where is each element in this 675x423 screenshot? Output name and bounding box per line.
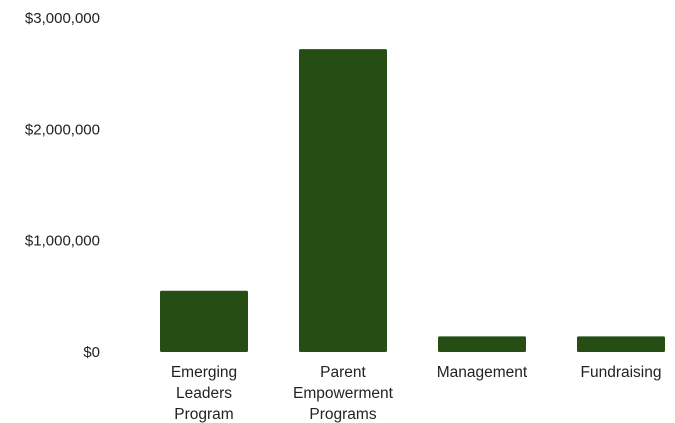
y-axis: $0 $1,000,000 $2,000,000 $3,000,000 bbox=[25, 10, 100, 361]
x-tick-label-line: Leaders bbox=[176, 385, 232, 402]
bars bbox=[160, 49, 665, 352]
y-tick-label: $1,000,000 bbox=[25, 233, 100, 250]
bar bbox=[160, 290, 248, 352]
bar bbox=[438, 336, 526, 352]
y-tick-label: $0 bbox=[83, 344, 100, 361]
x-tick-label-line: Fundraising bbox=[581, 364, 662, 381]
y-tick-label: $3,000,000 bbox=[25, 10, 100, 27]
x-tick-label-line: Management bbox=[437, 364, 528, 381]
x-tick-label-line: Empowerment bbox=[293, 385, 394, 402]
y-tick-label: $2,000,000 bbox=[25, 121, 100, 138]
x-tick-label: Parent Empowerment Programs bbox=[293, 364, 394, 423]
x-tick-label-line: Parent bbox=[320, 364, 366, 381]
x-tick-label-line: Program bbox=[174, 406, 233, 423]
x-tick-label: Management bbox=[437, 364, 528, 381]
x-tick-label-line: Emerging bbox=[171, 364, 237, 381]
bar bbox=[577, 336, 665, 352]
bar bbox=[299, 49, 387, 352]
x-tick-label: Emerging Leaders Program bbox=[171, 364, 237, 423]
x-tick-label: Fundraising bbox=[581, 364, 662, 381]
x-tick-label-line: Programs bbox=[309, 406, 376, 423]
